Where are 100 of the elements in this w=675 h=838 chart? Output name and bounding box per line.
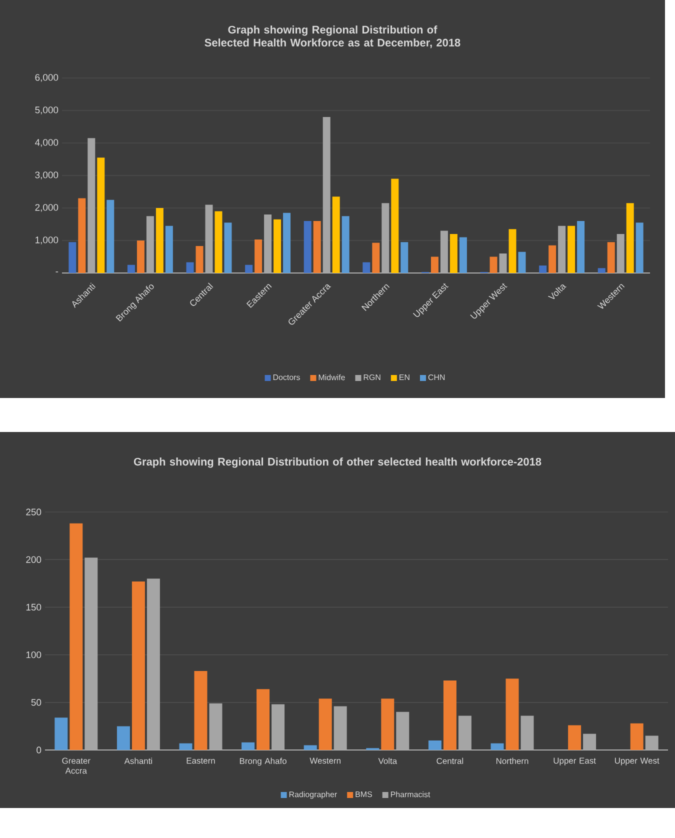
y-tick-label: 6,000 — [35, 74, 58, 82]
bar — [490, 743, 504, 750]
bar — [636, 222, 644, 273]
bar — [70, 523, 83, 750]
bar — [626, 203, 634, 273]
y-tick-label: 5,000 — [35, 106, 58, 114]
bar — [577, 220, 585, 273]
bar — [156, 208, 164, 273]
bar — [630, 723, 644, 750]
bar — [88, 138, 96, 273]
bar — [645, 736, 658, 750]
bar — [381, 698, 394, 750]
bar — [490, 256, 498, 273]
bar — [334, 706, 347, 750]
y-tick-label: 0 — [36, 746, 42, 754]
bar — [458, 716, 472, 750]
bar — [84, 558, 98, 750]
bar — [165, 226, 173, 273]
bar — [607, 242, 615, 273]
bar — [304, 745, 317, 750]
y-tick-label: 100 — [26, 651, 42, 658]
bar — [97, 158, 105, 273]
bar — [506, 678, 519, 750]
bar — [558, 226, 566, 273]
bar — [254, 240, 262, 273]
y-tick-label: 4,000 — [35, 139, 58, 147]
chart-title: Graph showing Regional Distribution of Selected Health Workforce as at December, 2018 — [204, 26, 460, 48]
bar — [430, 256, 438, 273]
bar — [283, 212, 291, 273]
chart-title: Graph showing Regional Distribution of other selected health workforce-2018 — [134, 458, 542, 468]
bar — [54, 718, 68, 750]
y-tick-label: 50 — [31, 699, 42, 706]
bar — [106, 200, 114, 273]
bar — [179, 743, 192, 750]
x-tick-label: Upper West — [614, 758, 660, 766]
bar — [382, 203, 390, 273]
bar — [362, 262, 370, 273]
bar — [242, 742, 255, 750]
bar — [209, 703, 222, 750]
bar — [205, 204, 213, 273]
x-tick-label: Ashanti — [124, 758, 152, 764]
bar — [396, 712, 410, 750]
bar — [440, 230, 448, 273]
bar — [322, 116, 330, 273]
x-tick-label: Central — [436, 758, 464, 764]
bar — [518, 252, 526, 273]
bar — [194, 670, 208, 750]
bar — [116, 726, 130, 750]
bar — [568, 725, 582, 750]
bar — [196, 246, 204, 273]
bar — [186, 262, 194, 273]
bar — [272, 704, 285, 750]
bar — [459, 237, 467, 273]
x-tick-label: Volta — [378, 758, 398, 764]
bar — [68, 242, 76, 273]
bar — [499, 253, 507, 273]
y-tick-label: 200 — [26, 556, 42, 563]
bar — [127, 264, 135, 273]
bar — [304, 220, 312, 273]
bar — [583, 734, 596, 750]
bar — [391, 178, 399, 273]
bar — [132, 581, 145, 750]
bar — [428, 740, 442, 750]
y-tick-label: 1,000 — [36, 236, 58, 244]
bar — [548, 245, 556, 273]
bar — [598, 268, 606, 273]
bar — [443, 680, 456, 750]
bar — [214, 211, 222, 273]
bar — [256, 689, 270, 750]
bar — [146, 216, 154, 273]
bar — [539, 266, 547, 273]
x-tick-label: Upper East — [554, 758, 596, 766]
bar — [400, 242, 408, 273]
y-tick-label: 150 — [26, 604, 42, 611]
bar — [332, 196, 340, 273]
bar — [274, 219, 282, 273]
bar — [146, 578, 160, 750]
bar — [450, 234, 458, 273]
bar — [264, 214, 272, 273]
bar — [508, 229, 516, 273]
x-tick-label: Greater Accra — [62, 758, 90, 774]
bar — [520, 716, 534, 750]
x-tick-label: Northern — [496, 758, 528, 764]
x-tick-label: Volta — [548, 284, 566, 300]
y-tick-label: 250 — [26, 508, 42, 516]
x-tick-label: Eastern — [186, 758, 215, 764]
bar — [136, 240, 144, 273]
y-tick-label: 3,000 — [35, 172, 58, 180]
bar — [568, 226, 576, 273]
x-tick-label: Brong Ahafo — [240, 758, 286, 766]
y-tick-label: 2,000 — [35, 204, 58, 212]
bar — [78, 198, 86, 273]
bar — [245, 264, 253, 273]
bar — [224, 222, 232, 273]
bar — [342, 216, 350, 273]
bar — [313, 220, 321, 273]
bar — [372, 242, 380, 273]
x-tick-label: Western — [310, 758, 340, 764]
bar — [318, 698, 332, 750]
bar — [616, 234, 624, 273]
